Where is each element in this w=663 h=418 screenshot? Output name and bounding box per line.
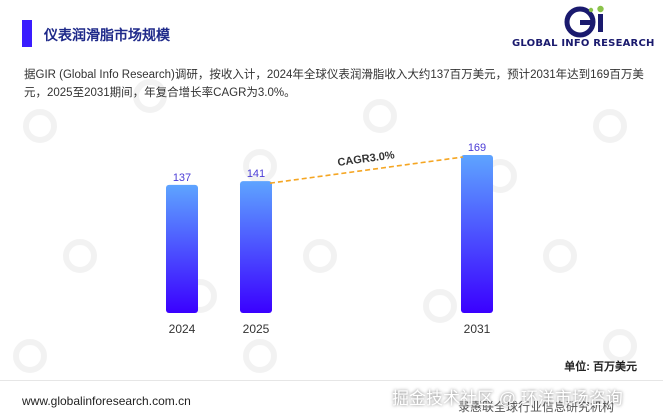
cagr-line	[269, 156, 464, 184]
bar-2024	[166, 184, 198, 313]
logo-text: GLOBAL INFO RESEARCH	[512, 38, 655, 49]
x-tick-label-2031: 2031	[464, 322, 491, 336]
market-size-bar-chart: 137 2024 141 2025 169 2031 CAGR3.0%	[166, 142, 493, 336]
footer-divider	[0, 380, 663, 381]
page-title: 仪表润滑脂市场规模	[44, 27, 170, 43]
value-label-2031: 169	[468, 142, 486, 154]
bar-2031	[461, 155, 493, 313]
footer-url: www.globalinforesearch.com.cn	[22, 394, 191, 408]
cagr-label: CAGR3.0%	[337, 149, 396, 169]
x-tick-label-2024: 2024	[169, 322, 196, 336]
footer-watermark-under: 录惠联全球行业信息研究机构	[458, 400, 615, 414]
value-label-2024: 137	[173, 172, 191, 184]
footer-watermark-overlay: 掘金技术社区 @ 环洋市场咨询	[392, 389, 623, 408]
global-info-research-logo	[564, 5, 604, 38]
description-text: 据GIR (Global Info Research)调研，按收入计，2024年…	[24, 69, 644, 99]
header-accent-bar	[22, 20, 32, 47]
unit-label: 单位: 百万美元	[564, 361, 637, 373]
x-tick-label-2025: 2025	[243, 322, 270, 336]
value-label-2025: 141	[247, 168, 265, 180]
bar-2025	[240, 181, 272, 313]
